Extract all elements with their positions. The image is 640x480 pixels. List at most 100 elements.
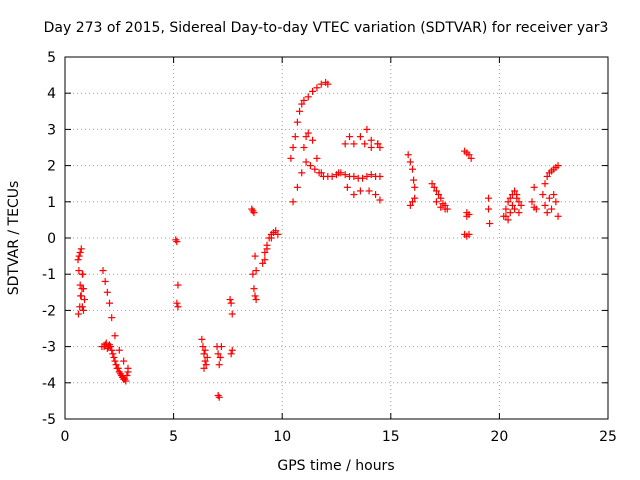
data-point <box>545 194 553 202</box>
data-point <box>367 136 375 144</box>
data-point <box>367 144 375 151</box>
x-axis-label: GPS time / hours <box>277 458 394 474</box>
data-point <box>548 205 556 213</box>
x-tick-label: 15 <box>382 429 400 445</box>
data-point <box>75 267 83 275</box>
data-point <box>404 151 412 159</box>
data-point <box>289 198 297 206</box>
y-tick-label: -5 <box>42 412 56 428</box>
data-point <box>99 267 107 275</box>
data-series <box>74 78 562 401</box>
data-point <box>356 133 364 141</box>
data-point <box>502 212 510 220</box>
data-point <box>115 346 123 354</box>
data-point <box>200 350 208 358</box>
data-point <box>350 191 358 199</box>
x-tick-label: 20 <box>490 429 508 445</box>
data-point <box>313 154 321 162</box>
data-point <box>227 350 235 358</box>
data-point <box>467 154 475 162</box>
data-point <box>550 191 558 199</box>
data-point <box>485 194 493 202</box>
data-point <box>78 285 86 293</box>
data-point <box>81 296 89 304</box>
data-point <box>435 191 443 199</box>
data-point <box>504 198 512 206</box>
data-point <box>79 306 87 314</box>
data-point <box>226 296 234 304</box>
data-point <box>76 281 84 289</box>
data-point <box>215 393 223 401</box>
data-point <box>376 144 384 151</box>
y-tick-label: 0 <box>47 231 56 247</box>
data-point <box>515 209 523 217</box>
data-point <box>228 310 236 318</box>
data-point <box>543 172 551 180</box>
data-point <box>324 80 332 88</box>
data-point <box>346 133 354 141</box>
data-point <box>300 96 308 104</box>
data-point <box>215 361 223 369</box>
data-point <box>304 129 312 137</box>
data-point <box>411 194 419 202</box>
data-point <box>315 169 323 177</box>
data-point <box>103 288 111 296</box>
data-point <box>79 270 87 278</box>
data-point <box>173 238 181 246</box>
data-point <box>298 100 306 108</box>
data-point <box>293 183 301 191</box>
data-point <box>506 209 514 217</box>
data-point <box>302 133 310 141</box>
data-point <box>328 172 336 180</box>
data-point <box>201 357 209 365</box>
data-point <box>554 212 562 220</box>
data-point <box>77 245 85 253</box>
x-axis-ticks: 0 5 10 15 20 25 <box>61 57 617 445</box>
data-point <box>502 205 510 213</box>
data-point <box>250 209 258 217</box>
data-point <box>513 191 521 199</box>
data-point <box>122 377 130 385</box>
data-point <box>432 198 440 206</box>
data-point <box>261 256 269 264</box>
data-point <box>272 227 280 235</box>
data-point <box>106 299 114 307</box>
data-point <box>249 207 257 215</box>
data-point <box>201 346 209 354</box>
data-point <box>174 303 182 311</box>
data-point <box>437 194 445 202</box>
data-point <box>77 292 85 300</box>
data-point <box>335 169 343 177</box>
data-point <box>203 353 211 361</box>
data-point <box>313 84 321 92</box>
data-point <box>123 372 131 380</box>
data-point <box>252 296 260 304</box>
data-point <box>504 216 512 224</box>
data-point <box>199 343 207 351</box>
data-point <box>374 140 382 148</box>
y-tick-label: 1 <box>47 195 56 211</box>
data-point <box>108 346 116 354</box>
data-point <box>341 140 349 148</box>
data-point <box>406 201 414 209</box>
data-point <box>363 125 371 133</box>
data-point <box>541 201 549 209</box>
data-point <box>350 140 358 148</box>
data-point <box>216 353 224 361</box>
data-point <box>428 180 436 188</box>
data-point <box>508 201 516 209</box>
data-point <box>107 343 115 351</box>
data-point <box>517 201 525 209</box>
data-point <box>174 281 182 289</box>
data-point <box>108 314 116 322</box>
data-point <box>76 248 84 256</box>
data-point <box>486 220 494 228</box>
data-point <box>463 212 471 220</box>
y-tick-label: -2 <box>42 303 56 319</box>
data-point <box>528 198 536 206</box>
data-point <box>287 154 295 162</box>
data-point <box>120 357 128 365</box>
data-point <box>274 230 282 238</box>
data-point <box>359 174 367 182</box>
